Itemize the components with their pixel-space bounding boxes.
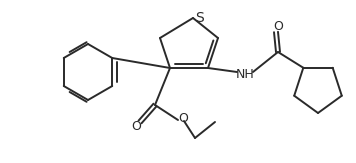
Text: O: O xyxy=(131,120,141,133)
Text: S: S xyxy=(196,11,204,25)
Text: O: O xyxy=(273,21,283,34)
Text: NH: NH xyxy=(236,67,255,81)
Text: O: O xyxy=(178,111,188,125)
